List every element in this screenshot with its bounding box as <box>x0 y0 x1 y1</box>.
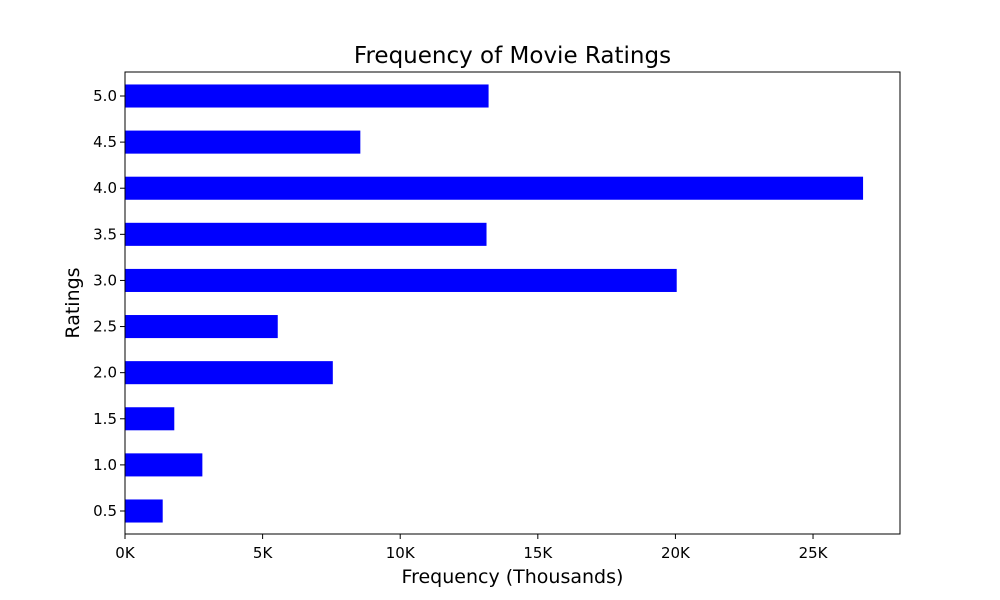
bars-group <box>125 84 864 523</box>
bar-rating-2-0 <box>125 361 333 385</box>
y-axis-label: Ratings <box>62 267 84 338</box>
x-tick-label: 0K <box>115 544 136 562</box>
y-tick-label: 2.0 <box>93 364 117 382</box>
y-tick-label: 2.5 <box>93 318 117 336</box>
bar-rating-1-5 <box>125 407 175 431</box>
y-tick-label: 3.5 <box>93 225 117 243</box>
bar-rating-2-5 <box>125 315 278 339</box>
y-tick-label: 4.5 <box>93 133 117 151</box>
y-axis-ticks: 0.5 1.0 1.5 2.0 2.5 3.0 3.5 4.0 4.5 5.0 <box>93 87 125 520</box>
chart-title: Frequency of Movie Ratings <box>354 43 671 69</box>
x-axis-ticks: 0K 5K 10K 15K 20K 25K <box>115 534 829 562</box>
y-tick-label: 3.0 <box>93 271 117 289</box>
plot-frame <box>124 71 901 535</box>
x-tick-label: 25K <box>799 544 829 562</box>
bar-rating-5-0 <box>125 84 489 108</box>
x-tick-label: 5K <box>253 544 274 562</box>
y-tick-label: 1.5 <box>93 410 117 428</box>
y-tick-label: 0.5 <box>93 502 117 520</box>
bar-rating-3-5 <box>125 222 487 246</box>
x-tick-label: 15K <box>523 544 553 562</box>
x-axis-label: Frequency (Thousands) <box>402 566 624 588</box>
bar-rating-3-0 <box>125 268 677 292</box>
bar-rating-1-0 <box>125 453 203 477</box>
bar-rating-0-5 <box>125 499 163 523</box>
x-tick-label: 10K <box>386 544 416 562</box>
y-tick-label: 1.0 <box>93 456 117 474</box>
y-tick-label: 5.0 <box>93 87 117 105</box>
bar-rating-4-0 <box>125 176 864 200</box>
bar-rating-4-5 <box>125 130 361 154</box>
x-tick-label: 20K <box>661 544 691 562</box>
y-tick-label: 4.0 <box>93 179 117 197</box>
